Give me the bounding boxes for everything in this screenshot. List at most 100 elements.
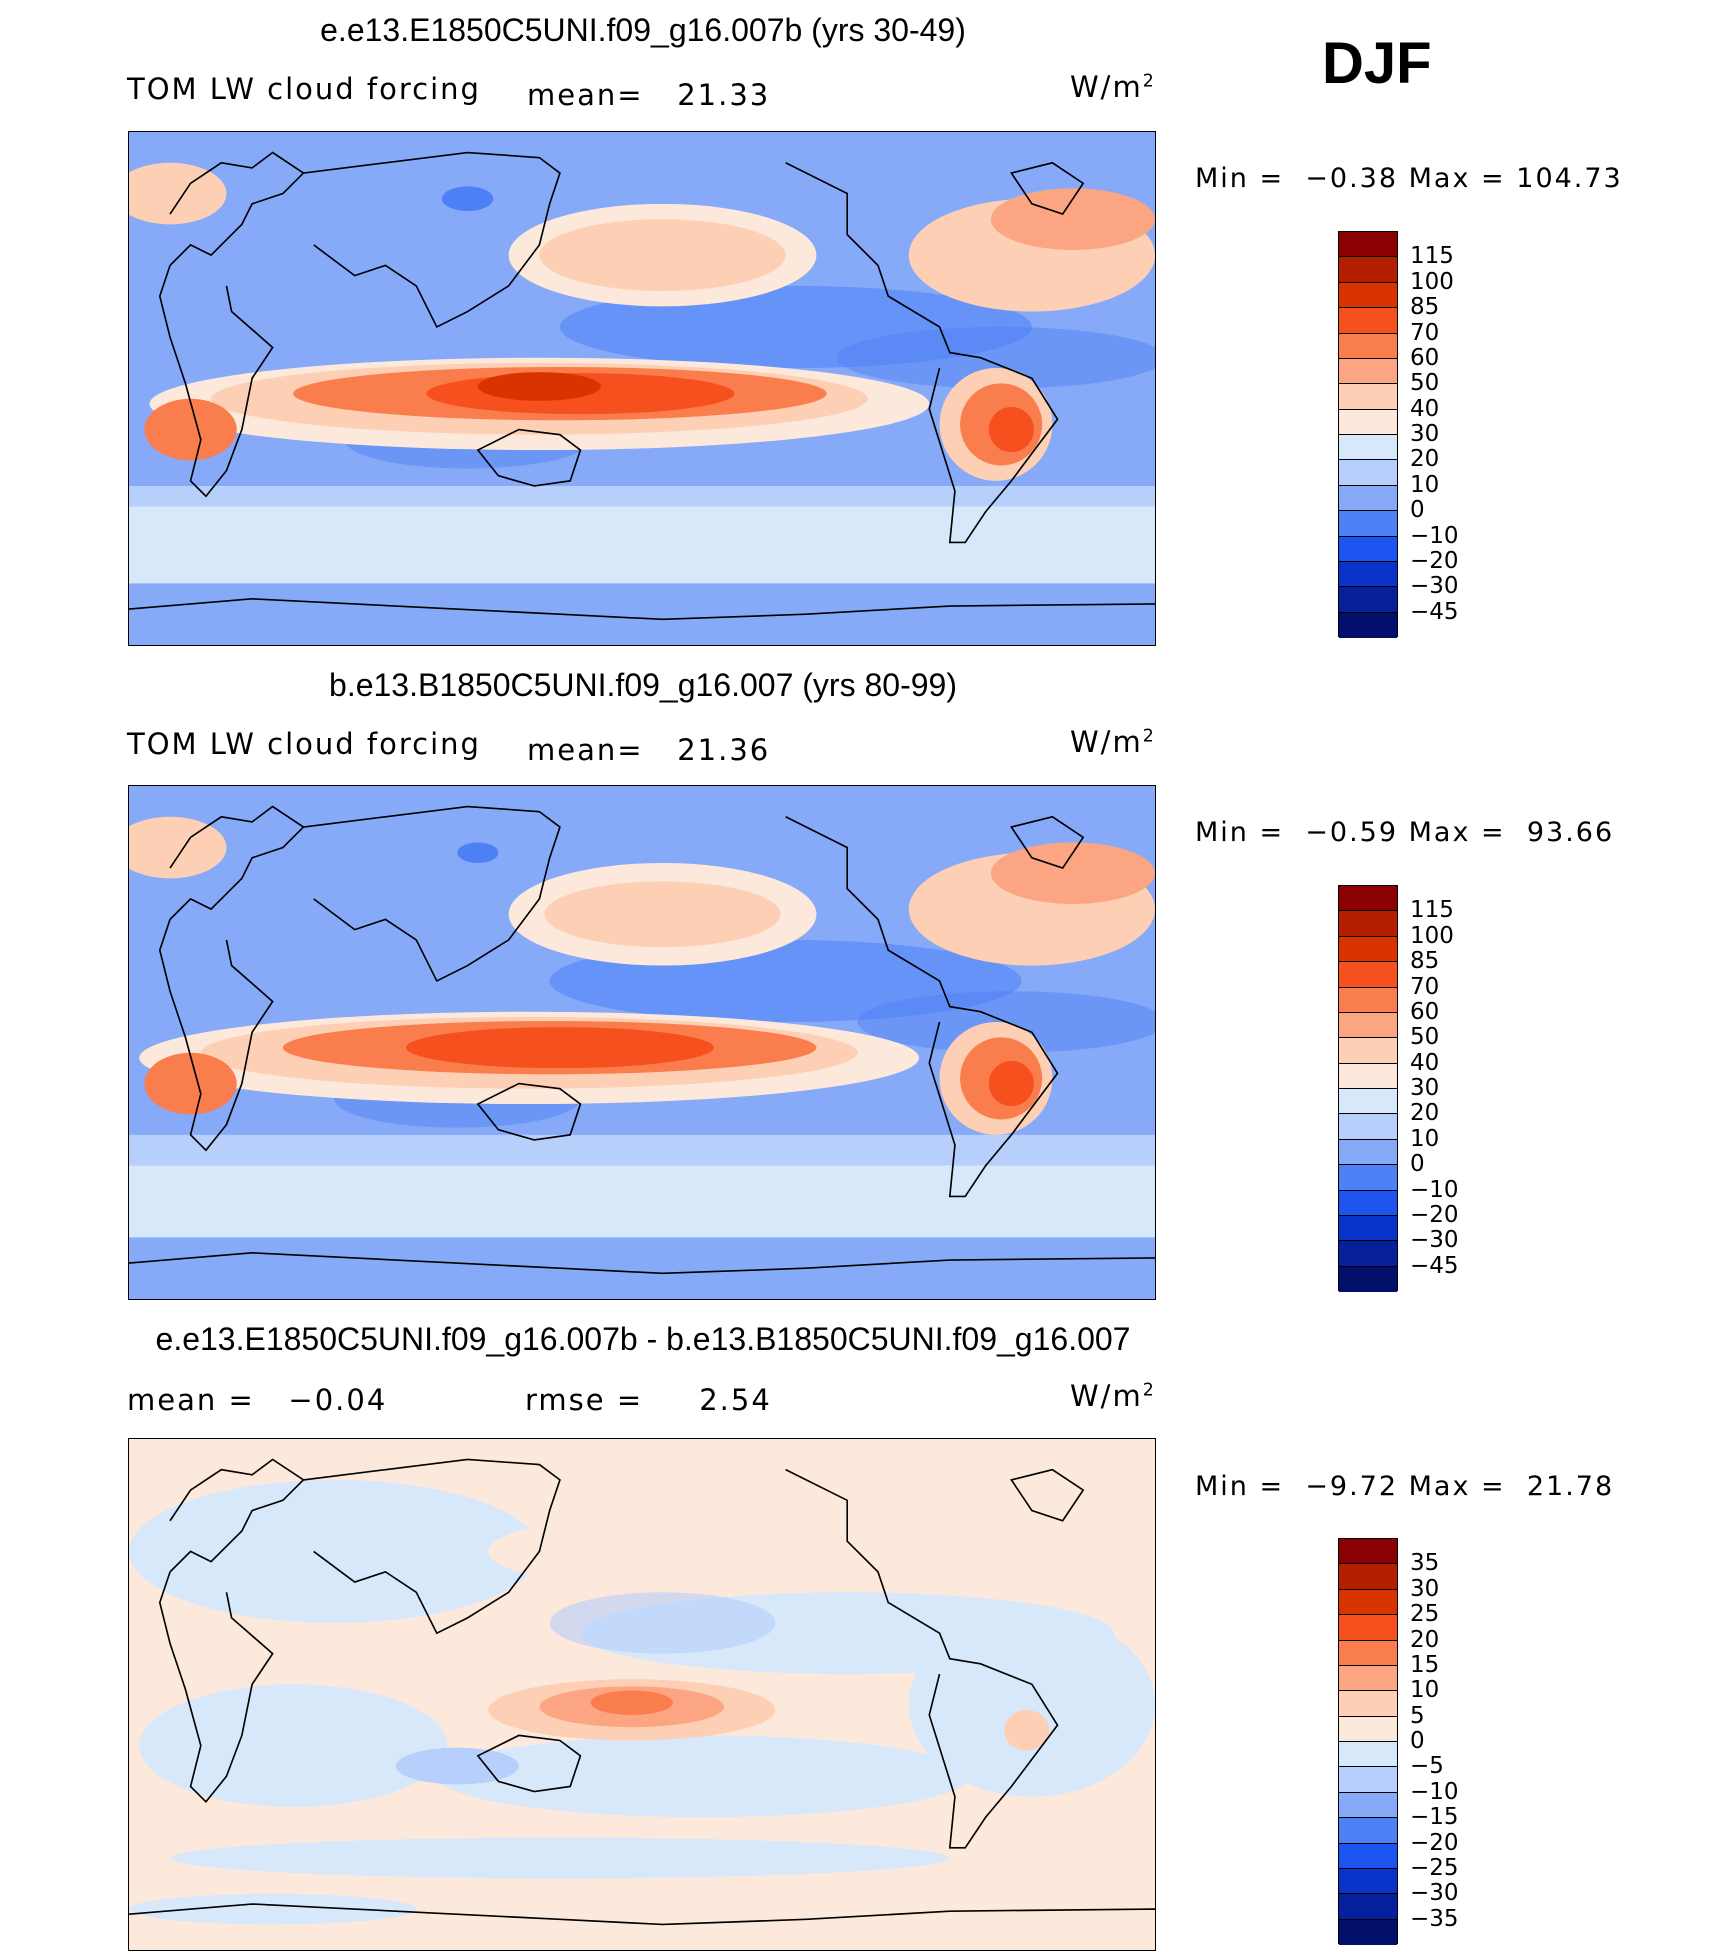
colorbar-box — [1339, 561, 1397, 588]
colorbar-box — [1339, 587, 1397, 613]
colorbar-tick-label: 40 — [1410, 1049, 1440, 1076]
colorbar-box — [1339, 936, 1397, 963]
colorbar-tick-label: −30 — [1410, 1880, 1459, 1907]
colorbar-box — [1339, 1114, 1397, 1140]
colorbar-tick-label: −10 — [1410, 1176, 1459, 1203]
colorbar-tick-label: 85 — [1410, 948, 1440, 975]
colorbar-box — [1339, 1539, 1397, 1565]
season-label: DJF — [1322, 31, 1432, 96]
colorbar-box — [1339, 1063, 1397, 1089]
colorbar-tick-label: 20 — [1410, 446, 1440, 473]
colorbar-box — [1339, 612, 1397, 638]
panel-3-map-svg — [129, 1439, 1155, 1950]
colorbar-box — [1339, 536, 1397, 562]
colorbar-box — [1339, 1215, 1397, 1242]
colorbar-tick-label: 35 — [1410, 1550, 1440, 1577]
panel-2-variable-label: TOM LW cloud forcing — [127, 727, 481, 761]
panel-1-title: e.e13.E1850C5UNI.f09_g16.007b (yrs 30-49… — [320, 12, 966, 48]
panel-2-map-svg — [129, 786, 1155, 1299]
colorbar-tick-label: −20 — [1410, 1829, 1459, 1856]
colorbar-box — [1339, 987, 1397, 1013]
colorbar-tick-label: 10 — [1410, 1677, 1440, 1704]
panel-1-colorbar — [1338, 231, 1398, 638]
colorbar-box — [1339, 1165, 1397, 1191]
colorbar-tick-label: −10 — [1410, 522, 1459, 549]
colorbar-tick-label: −20 — [1410, 1201, 1459, 1228]
colorbar-tick-label: 50 — [1410, 1024, 1440, 1051]
colorbar-box — [1339, 409, 1397, 435]
colorbar-box — [1339, 308, 1397, 334]
colorbar-tick-label: −10 — [1410, 1778, 1459, 1805]
panel-2-mean-label: mean= 21.36 — [527, 733, 771, 767]
colorbar-box — [1339, 1266, 1397, 1292]
colorbar-tick-label: 85 — [1410, 294, 1440, 321]
panel-3-rmse-label: rmse = 2.54 — [525, 1383, 772, 1417]
colorbar-tick-label: 100 — [1410, 922, 1454, 949]
colorbar-box — [1339, 1640, 1397, 1666]
colorbar-box — [1339, 1665, 1397, 1692]
colorbar-tick-label: 20 — [1410, 1626, 1440, 1653]
panel-3-mean-label: mean = −0.04 — [127, 1383, 388, 1417]
colorbar-box — [1339, 911, 1397, 937]
colorbar-box — [1339, 1139, 1397, 1166]
colorbar-box — [1339, 358, 1397, 385]
panel-2-map — [128, 785, 1156, 1300]
colorbar-tick-label: 115 — [1410, 243, 1454, 270]
colorbar-box — [1339, 282, 1397, 309]
panel-1-units: W/m2 — [1070, 70, 1156, 104]
colorbar-box — [1339, 1919, 1397, 1945]
colorbar-tick-label: −30 — [1410, 573, 1459, 600]
colorbar-tick-label: 30 — [1410, 1575, 1440, 1602]
colorbar-tick-label: −20 — [1410, 547, 1459, 574]
colorbar-box — [1339, 333, 1397, 359]
panel-3-title: e.e13.E1850C5UNI.f09_g16.007b - b.e13.B1… — [155, 1321, 1131, 1357]
colorbar-tick-label: 30 — [1410, 421, 1440, 447]
colorbar-box — [1339, 1843, 1397, 1869]
colorbar-box — [1339, 962, 1397, 988]
colorbar-box — [1339, 1818, 1397, 1844]
colorbar-box — [1339, 886, 1397, 912]
colorbar-tick-label: −45 — [1410, 1252, 1459, 1279]
colorbar-tick-label: 20 — [1410, 1100, 1440, 1127]
panel-3-minmax: Min = −9.72 Max = 21.78 — [1195, 1471, 1615, 1502]
panel-2-minmax: Min = −0.59 Max = 93.66 — [1195, 817, 1615, 848]
panel-1-minmax: Min = −0.38 Max = 104.73 — [1195, 163, 1623, 194]
panel-2-colorbar — [1338, 885, 1398, 1292]
panel-1-map — [128, 131, 1156, 646]
colorbar-tick-label: 15 — [1410, 1651, 1440, 1678]
colorbar-tick-label: 60 — [1410, 344, 1440, 371]
colorbar-box — [1339, 1589, 1397, 1616]
colorbar-tick-label: −35 — [1410, 1905, 1459, 1932]
colorbar-tick-label: 40 — [1410, 395, 1440, 422]
colorbar-tick-label: −5 — [1410, 1753, 1444, 1780]
colorbar-box — [1339, 257, 1397, 283]
colorbar-box — [1339, 1767, 1397, 1793]
panel-1-map-svg — [129, 132, 1155, 645]
colorbar-box — [1339, 485, 1397, 512]
colorbar-tick-label: 25 — [1410, 1601, 1440, 1628]
colorbar-box — [1339, 1716, 1397, 1742]
colorbar-tick-label: 70 — [1410, 319, 1440, 346]
colorbar-box — [1339, 1792, 1397, 1819]
colorbar-tick-label: −45 — [1410, 598, 1459, 625]
panel-3-map — [128, 1438, 1156, 1951]
panel-3-colorbar — [1338, 1538, 1398, 1945]
colorbar-box — [1339, 1564, 1397, 1590]
colorbar-tick-label: 0 — [1410, 497, 1425, 524]
colorbar-box — [1339, 1691, 1397, 1717]
colorbar-box — [1339, 1742, 1397, 1768]
colorbar-box — [1339, 1615, 1397, 1641]
colorbar-box — [1339, 384, 1397, 410]
colorbar-tick-label: 115 — [1410, 897, 1454, 924]
colorbar-tick-label: −30 — [1410, 1227, 1459, 1254]
colorbar-box — [1339, 1038, 1397, 1064]
colorbar-tick-label: 50 — [1410, 370, 1440, 397]
panel-3-units: W/m2 — [1070, 1379, 1156, 1413]
panel-2-title: b.e13.B1850C5UNI.f09_g16.007 (yrs 80-99) — [329, 667, 957, 703]
colorbar-tick-label: 0 — [1410, 1728, 1425, 1754]
colorbar-box — [1339, 1894, 1397, 1920]
colorbar-tick-label: 30 — [1410, 1075, 1440, 1101]
colorbar-box — [1339, 435, 1397, 461]
colorbar-tick-label: 100 — [1410, 268, 1454, 295]
colorbar-box — [1339, 1241, 1397, 1267]
